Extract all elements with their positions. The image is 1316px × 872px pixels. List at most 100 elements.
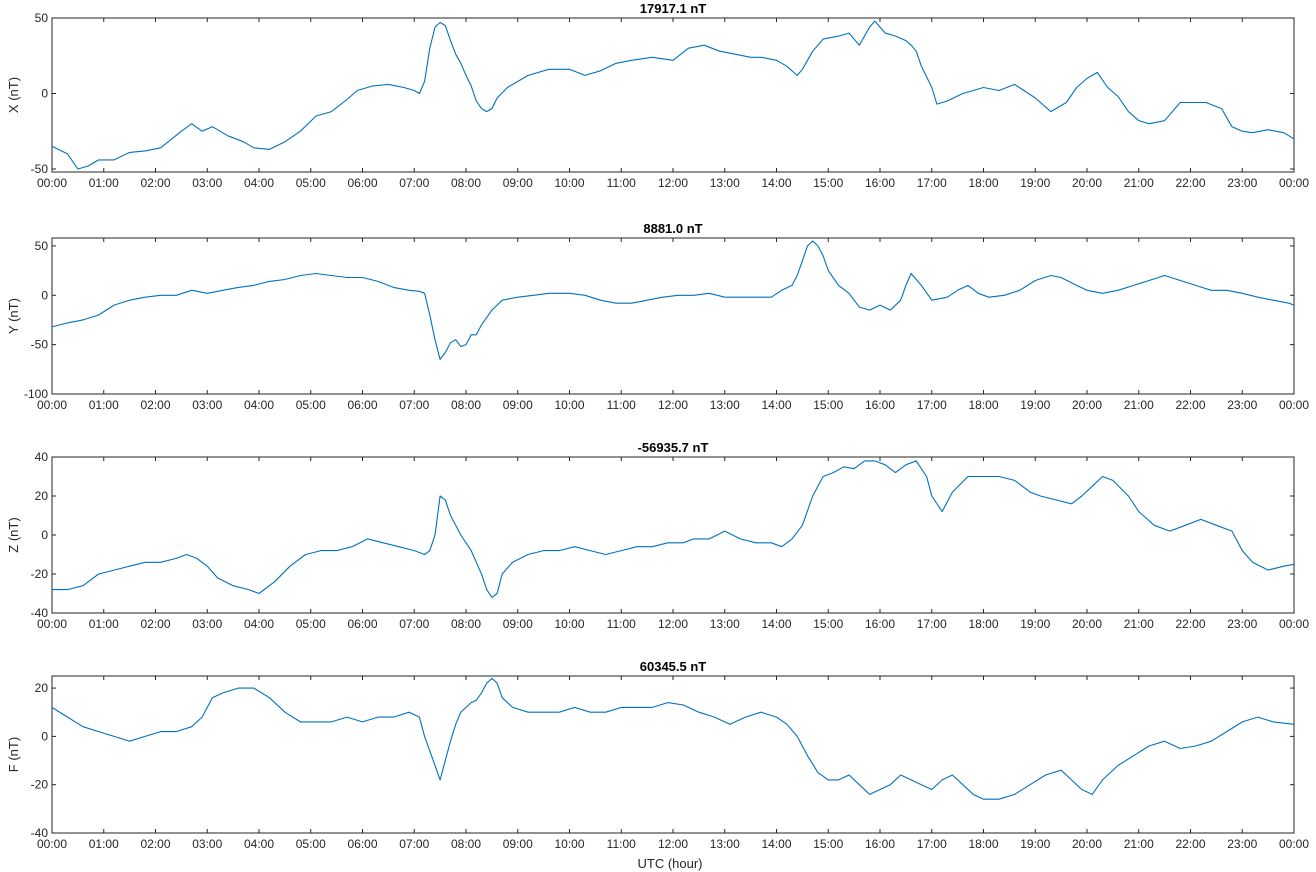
x-tick-label: 16:00 <box>865 837 895 851</box>
x-tick-label: 20:00 <box>1072 176 1102 190</box>
x-tick-label: 06:00 <box>347 837 377 851</box>
x-tick-label: 02:00 <box>140 398 170 412</box>
x-tick-label: 21:00 <box>1124 176 1154 190</box>
x-tick-label: 07:00 <box>399 176 429 190</box>
x-tick-label: 00:00 <box>37 398 67 412</box>
x-tick-label: 01:00 <box>89 837 119 851</box>
x-tick-label: 03:00 <box>192 398 222 412</box>
x-tick-label: 22:00 <box>1175 398 1205 412</box>
x-tick-label: 23:00 <box>1227 837 1257 851</box>
x-tick-label: 14:00 <box>761 837 791 851</box>
x-tick-label: 10:00 <box>554 617 584 631</box>
y-axis: -100 -50 0 50 <box>24 239 1294 401</box>
x-tick-label: 02:00 <box>140 617 170 631</box>
x-tick-label: 22:00 <box>1175 837 1205 851</box>
plot-area <box>51 237 1295 395</box>
x-tick-label: 00:00 <box>1279 617 1309 631</box>
chart-title: 60345.5 nT <box>640 659 707 674</box>
x-tick-label: 11:00 <box>607 398 636 412</box>
x-tick-label: 04:00 <box>244 398 274 412</box>
x-tick-label: 19:00 <box>1020 176 1050 190</box>
x-tick-label: 14:00 <box>761 617 791 631</box>
y-axis-label: Z (nT) <box>6 517 21 552</box>
y-axis: -50 0 50 <box>31 11 1294 176</box>
y-axis: -40 -20 0 20 <box>31 681 1294 840</box>
series-line <box>51 20 1295 170</box>
x-axis-label: UTC (hour) <box>637 856 702 871</box>
y-tick-label: 0 <box>41 288 48 302</box>
x-tick-label: 06:00 <box>347 176 377 190</box>
y-tick-label: -50 <box>31 162 49 176</box>
x-axis: 00:00 01:00 02:00 03:00 04:00 05:00 06:00 07:00… <box>37 676 1309 851</box>
x-tick-label: 13:00 <box>710 837 740 851</box>
x-tick-label: 23:00 <box>1227 398 1257 412</box>
x-tick-label: 02:00 <box>140 837 170 851</box>
plot-area <box>51 17 1295 173</box>
x-tick-label: 22:00 <box>1175 176 1205 190</box>
x-tick-label: 00:00 <box>37 837 67 851</box>
x-tick-label: 03:00 <box>192 837 222 851</box>
x-tick-label: 15:00 <box>813 398 843 412</box>
y-tick-label: -20 <box>31 567 49 581</box>
x-tick-label: 15:00 <box>813 837 843 851</box>
x-tick-label: 18:00 <box>968 398 998 412</box>
x-tick-label: 13:00 <box>710 398 740 412</box>
plot-area <box>51 675 1295 834</box>
x-tick-label: 00:00 <box>1279 398 1309 412</box>
x-tick-label: 14:00 <box>761 398 791 412</box>
x-tick-label: 16:00 <box>865 617 895 631</box>
x-tick-label: 05:00 <box>296 176 326 190</box>
y-tick-label: 50 <box>35 239 49 253</box>
x-tick-label: 02:00 <box>140 176 170 190</box>
chart-title: 8881.0 nT <box>643 221 702 236</box>
x-tick-label: 20:00 <box>1072 837 1102 851</box>
chart-title: 17917.1 nT <box>640 1 707 16</box>
x-tick-label: 11:00 <box>607 617 636 631</box>
plot-area <box>51 456 1295 614</box>
x-tick-label: 15:00 <box>813 176 843 190</box>
x-tick-label: 00:00 <box>1279 837 1309 851</box>
x-axis: 00:00 01:00 02:00 03:00 04:00 05:00 06:00 07:00… <box>37 238 1309 412</box>
x-tick-label: 18:00 <box>968 617 998 631</box>
x-tick-label: 11:00 <box>607 837 636 851</box>
x-tick-label: 20:00 <box>1072 617 1102 631</box>
x-tick-label: 00:00 <box>37 176 67 190</box>
y-tick-label: 20 <box>35 489 49 503</box>
x-tick-label: 20:00 <box>1072 398 1102 412</box>
series-line <box>52 460 1295 598</box>
chart-panel-f: 60345.5 nT F (nT) 00:00 01:00 02:00 03:00 04… <box>6 659 1309 851</box>
x-tick-label: 13:00 <box>710 617 740 631</box>
x-tick-label: 06:00 <box>347 398 377 412</box>
y-axis-label: Y (nT) <box>6 298 21 334</box>
x-tick-label: 05:00 <box>296 837 326 851</box>
y-axis: -40 -20 0 20 40 <box>31 450 1294 620</box>
x-tick-label: 17:00 <box>917 176 947 190</box>
x-tick-label: 19:00 <box>1020 617 1050 631</box>
y-tick-label: -40 <box>31 606 49 620</box>
y-tick-label: 0 <box>41 729 48 743</box>
y-axis-label: X (nT) <box>6 77 21 113</box>
x-tick-label: 18:00 <box>968 176 998 190</box>
x-tick-label: 05:00 <box>296 617 326 631</box>
x-tick-label: 10:00 <box>554 837 584 851</box>
y-tick-label: -20 <box>31 778 49 792</box>
x-tick-label: 09:00 <box>503 617 533 631</box>
x-tick-label: 01:00 <box>89 176 119 190</box>
x-tick-label: 19:00 <box>1020 837 1050 851</box>
y-tick-label: 0 <box>41 528 48 542</box>
x-tick-label: 08:00 <box>451 617 481 631</box>
y-tick-label: -50 <box>31 338 49 352</box>
x-axis: 00:00 01:00 02:00 03:00 04:00 05:00 06:00 07:00… <box>37 457 1309 631</box>
chart-panel-z: -56935.7 nT Z (nT) 00:00 01:00 02:00 03:00 0… <box>6 440 1309 631</box>
x-axis: 00:00 01:00 02:00 03:00 04:00 05:00 06:00 07:00… <box>37 18 1309 190</box>
x-tick-label: 00:00 <box>1279 176 1309 190</box>
x-tick-label: 12:00 <box>658 617 688 631</box>
chart-title: -56935.7 nT <box>638 440 709 455</box>
x-tick-label: 11:00 <box>607 176 636 190</box>
x-tick-label: 08:00 <box>451 398 481 412</box>
x-tick-label: 17:00 <box>917 617 947 631</box>
series-line <box>51 677 1295 800</box>
x-tick-label: 09:00 <box>503 837 533 851</box>
x-tick-label: 03:00 <box>192 617 222 631</box>
